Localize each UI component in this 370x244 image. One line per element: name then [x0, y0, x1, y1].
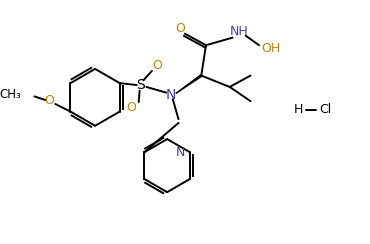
Text: O: O — [175, 22, 185, 35]
Text: O: O — [45, 94, 54, 107]
Text: Cl: Cl — [319, 103, 332, 116]
Polygon shape — [176, 75, 202, 93]
Text: CH₃: CH₃ — [0, 88, 21, 101]
Text: N: N — [166, 88, 176, 102]
Text: S: S — [136, 78, 145, 92]
Text: NH: NH — [230, 25, 249, 39]
Text: H: H — [294, 103, 304, 116]
Text: O: O — [153, 59, 162, 72]
Text: OH: OH — [261, 41, 280, 55]
Text: O: O — [126, 101, 136, 114]
Text: N: N — [176, 146, 185, 159]
